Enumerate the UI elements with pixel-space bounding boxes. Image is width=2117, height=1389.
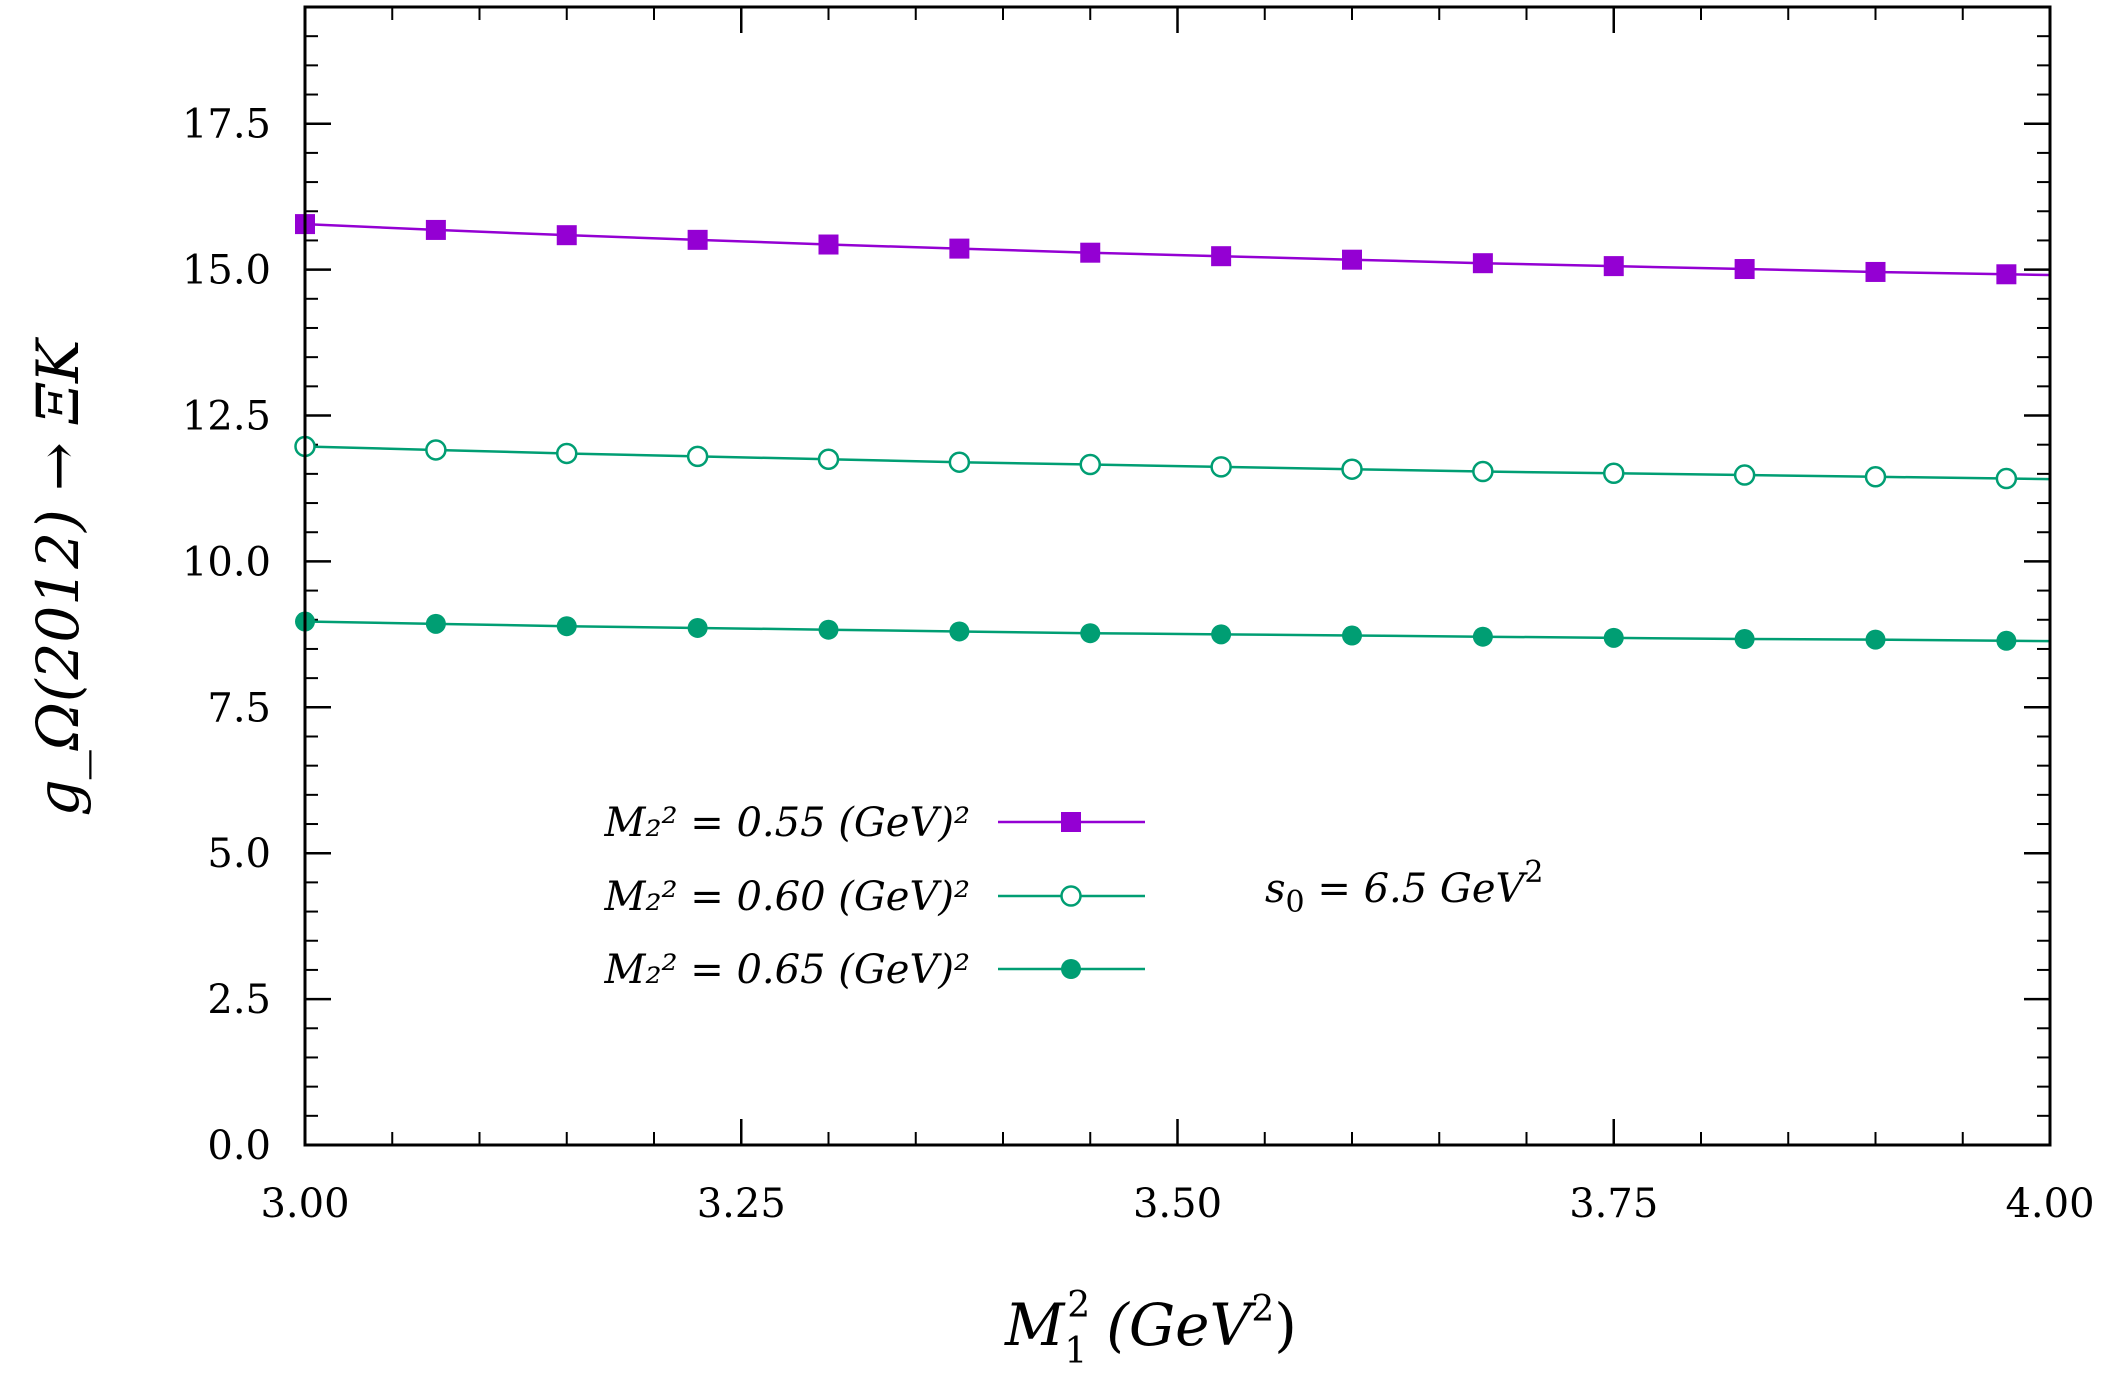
data-point (948, 451, 971, 473)
annotation-s0-main: s (1265, 866, 1286, 912)
data-point (1733, 464, 1756, 486)
annotation-s0: s0 = 6.5 GeV2 (1265, 855, 1544, 920)
legend-label: M₂² = 0.55 (GeV)² (603, 800, 970, 846)
data-point (1472, 626, 1493, 647)
y-tick-label: 10.0 (182, 539, 271, 585)
data-point (1342, 625, 1362, 646)
data-point (1079, 453, 1101, 476)
series-1 (295, 214, 2051, 285)
data-point (1211, 624, 1232, 645)
data-point (686, 445, 709, 468)
plot-frame (303, 5, 2052, 1147)
data-point (425, 219, 446, 240)
data-point (949, 621, 970, 642)
data-point (687, 229, 708, 250)
x-tick-label: 3.25 (697, 1181, 786, 1227)
data-point (1341, 458, 1363, 480)
annotation-s0-sup: 2 (1524, 855, 1543, 890)
y-tick-label: 12.5 (182, 394, 271, 440)
x-tick-label: 3.50 (1133, 1181, 1222, 1227)
data-point (1472, 253, 1493, 274)
data-point (1996, 264, 2017, 285)
legend-item: M₂² = 0.55 (GeV)² (603, 800, 1145, 846)
data-point (425, 613, 446, 634)
data-point (556, 225, 577, 246)
x-tick-label: 3.00 (260, 1181, 349, 1227)
annotation-s0-rest: = 6.5 GeV (1305, 866, 1529, 912)
x-axis-title-rest: (GeV (1106, 1291, 1256, 1359)
legend-marker (1061, 959, 1081, 979)
data-point (1995, 467, 2018, 490)
annotation-s0-sub: 0 (1286, 885, 1305, 920)
data-point (818, 619, 839, 640)
data-point (556, 616, 577, 637)
data-point (1080, 242, 1101, 263)
data-point (1472, 460, 1494, 483)
x-axis-title-main: M (1004, 1291, 1066, 1359)
legend-label: M₂² = 0.65 (GeV)² (603, 947, 970, 993)
y-tick-label: 7.5 (207, 685, 271, 731)
x-tick-label: 4.00 (2005, 1181, 2094, 1227)
data-point (818, 234, 839, 255)
data-point (1865, 629, 1886, 650)
legend: M₂² = 0.55 (GeV)² M₂² = 0.60 (GeV)² M₂² = … (603, 800, 1145, 993)
data-point (1603, 462, 1625, 485)
x-axis-title-rest-sup: 2 (1251, 1289, 1274, 1330)
y-tick-label: 17.5 (182, 102, 271, 148)
data-point (1080, 623, 1101, 644)
y-tick-label: 5.0 (207, 831, 271, 877)
series-3 (295, 611, 2051, 651)
legend-label: M₂² = 0.60 (GeV)² (603, 874, 970, 920)
x-axis-title-close: ) (1274, 1291, 1297, 1359)
data-point (1734, 259, 1755, 280)
data-point (1864, 466, 1887, 488)
x-axis-title-sup: 2 (1067, 1285, 1090, 1326)
data-point (1734, 629, 1755, 650)
data-point (687, 617, 708, 638)
x-axis-title-sub: 1 (1064, 1331, 1087, 1372)
y-tick-label: 15.0 (182, 248, 271, 294)
data-point (817, 448, 840, 471)
x-axis-title: M12 (GeV2) (1004, 1285, 1297, 1372)
data-point (1210, 456, 1232, 478)
data-point (1603, 256, 1624, 277)
series-2 (294, 435, 2051, 490)
data-point (1603, 627, 1624, 648)
x-tick-label: 3.75 (1569, 1181, 1658, 1227)
y-tick-label: 2.5 (207, 977, 271, 1023)
series-layer (294, 214, 2051, 651)
legend-item: M₂² = 0.65 (GeV)² (603, 947, 1145, 993)
legend-item: M₂² = 0.60 (GeV)² (603, 874, 1145, 920)
data-point (1996, 630, 2017, 651)
data-point (556, 442, 578, 465)
y-axis-title: g_Ω(2012) → ΞK (24, 336, 92, 816)
legend-marker (1061, 812, 1081, 832)
legend-marker (1060, 885, 1082, 907)
tick-labels: 3.00 3.25 3.50 3.75 4.00 0.0 2.5 5.0 7.5 10.0 12.5… (182, 102, 2095, 1227)
y-tick-label: 0.0 (207, 1123, 271, 1169)
data-point (1342, 249, 1362, 270)
data-point (949, 238, 970, 259)
data-point (425, 439, 447, 461)
data-point (1865, 261, 1886, 282)
data-point (1211, 246, 1232, 267)
